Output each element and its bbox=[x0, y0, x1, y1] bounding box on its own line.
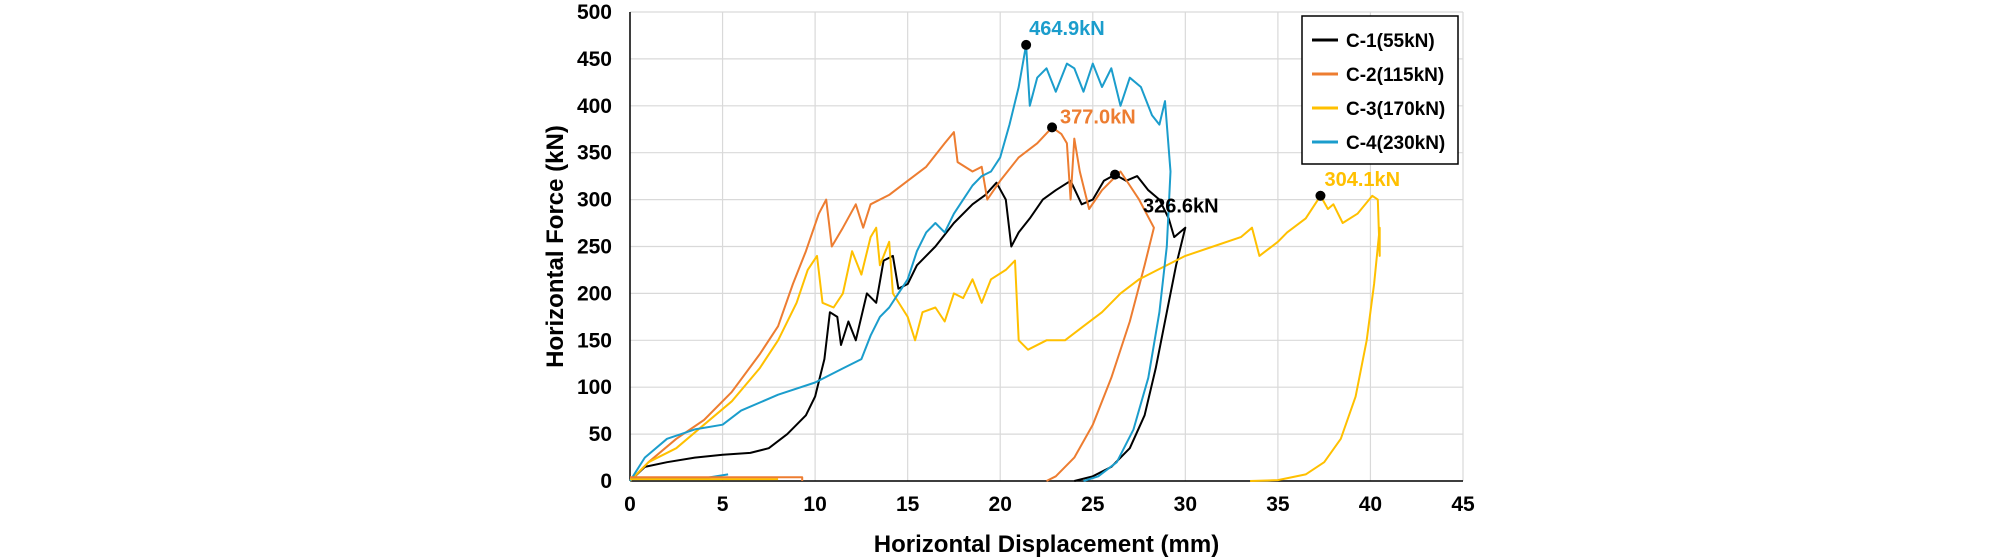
x-tick-label: 35 bbox=[1266, 493, 1290, 516]
peak-marker bbox=[1109, 169, 1120, 180]
y-tick-label: 200 bbox=[577, 282, 612, 305]
y-tick-label: 50 bbox=[589, 423, 612, 446]
y-tick-label: 250 bbox=[577, 236, 612, 259]
x-axis-title: Horizontal Displacement (mm) bbox=[874, 531, 1219, 557]
peak-label: 326.6kN bbox=[1143, 196, 1219, 218]
peak-marker bbox=[1021, 39, 1032, 50]
series-line bbox=[630, 476, 804, 481]
peak-annotations: 464.9kN 377.0kN 326.6kN 304.1kN bbox=[1021, 18, 1400, 218]
x-tick-label: 10 bbox=[803, 493, 826, 516]
y-tick-label: 400 bbox=[577, 95, 612, 118]
peak-marker bbox=[1047, 122, 1058, 133]
x-tick-label: 0 bbox=[624, 493, 636, 516]
legend-entry: C-3(170kN) bbox=[1346, 99, 1445, 120]
y-tick-label: 300 bbox=[577, 189, 612, 212]
peak-label: 464.9kN bbox=[1029, 18, 1105, 40]
y-tick-label: 150 bbox=[577, 329, 612, 352]
x-tick-label: 5 bbox=[717, 493, 729, 516]
legend-entry: C-2(115kN) bbox=[1346, 65, 1444, 86]
peak-label: 377.0kN bbox=[1060, 106, 1136, 128]
x-tick-label: 45 bbox=[1451, 493, 1475, 516]
tick-labels: 0 5 10 15 20 25 30 35 40 450501001502002503003504… bbox=[577, 1, 1475, 516]
x-tick-label: 30 bbox=[1174, 493, 1197, 516]
series-line bbox=[629, 126, 1155, 482]
y-tick-label: 500 bbox=[577, 1, 612, 24]
y-axis-title: Horizontal Force (kN) bbox=[542, 125, 569, 368]
legend: C-1(55kN) C-2(115kN) C-3(170kN) C-4(230kN) bbox=[1301, 15, 1459, 165]
legend-entry: C-4(230kN) bbox=[1346, 133, 1445, 154]
y-tick-label: 350 bbox=[577, 142, 612, 165]
peak-marker bbox=[1315, 190, 1326, 201]
series-line bbox=[629, 43, 1172, 482]
y-tick-label: 0 bbox=[600, 470, 612, 493]
series-layer bbox=[629, 43, 1381, 482]
x-tick-label: 25 bbox=[1081, 493, 1105, 516]
peak-label: 304.1kN bbox=[1324, 169, 1400, 191]
x-tick-label: 40 bbox=[1359, 493, 1382, 516]
legend-entry: C-1(55kN) bbox=[1346, 31, 1435, 52]
y-tick-label: 450 bbox=[577, 48, 612, 71]
x-tick-label: 20 bbox=[989, 493, 1012, 516]
x-tick-label: 15 bbox=[896, 493, 920, 516]
series-line bbox=[629, 194, 1381, 482]
series-line bbox=[629, 173, 1187, 482]
y-tick-label: 100 bbox=[577, 376, 612, 399]
